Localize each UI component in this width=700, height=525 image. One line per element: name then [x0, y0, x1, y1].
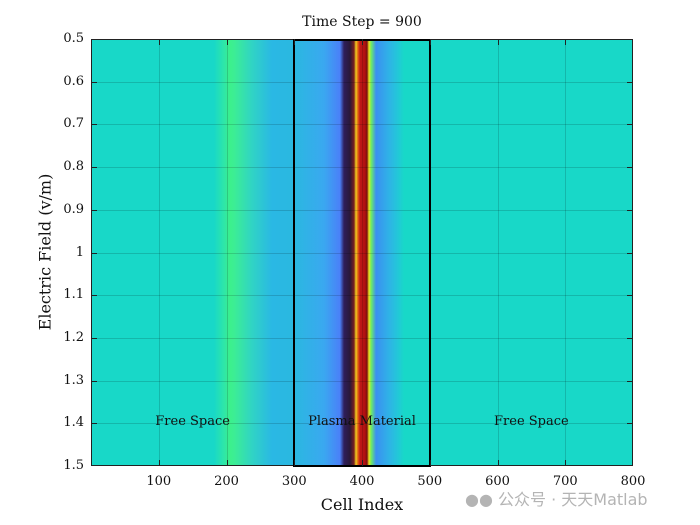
- x-tick: [497, 39, 499, 45]
- y-tick: [91, 167, 97, 169]
- x-gridline: [158, 39, 160, 466]
- y-tick: [627, 380, 633, 382]
- watermark-text: 公众号 · 天天Matlab: [498, 490, 648, 509]
- x-tick: [362, 39, 363, 45]
- x-tick-label: 800: [620, 474, 646, 489]
- y-gridline: [91, 167, 633, 169]
- y-tick: [627, 81, 633, 83]
- y-tick-label: 1.2: [63, 329, 84, 345]
- x-tick: [294, 460, 296, 466]
- y-gridline: [91, 423, 633, 425]
- y-tick-label: 0.6: [63, 73, 84, 89]
- x-tick: [565, 39, 567, 45]
- x-tick-label: 500: [417, 474, 443, 489]
- x-tick: [158, 460, 160, 466]
- y-tick-label: 1.1: [63, 287, 84, 303]
- y-tick: [91, 423, 97, 425]
- y-tick: [627, 337, 633, 339]
- region-annotation: Free Space: [155, 414, 230, 429]
- x-gridline: [497, 39, 499, 466]
- x-tick-label: 200: [214, 474, 239, 489]
- x-tick: [294, 39, 296, 45]
- y-tick: [91, 295, 97, 297]
- region-annotation: Plasma Material: [308, 414, 416, 429]
- x-tick: [226, 39, 228, 45]
- x-tick-label: 600: [485, 474, 510, 489]
- y-gridline: [91, 209, 633, 211]
- y-gridline: [91, 337, 633, 339]
- x-tick: [362, 460, 363, 466]
- y-gridline: [91, 124, 633, 126]
- y-tick-label: 1: [75, 244, 84, 260]
- y-tick-label: 0.8: [63, 159, 84, 175]
- x-gridline: [226, 39, 228, 466]
- y-tick: [91, 209, 97, 211]
- x-tick: [565, 460, 567, 466]
- watermark: ●● 公众号 · 天天Matlab: [465, 486, 648, 510]
- x-tick-label: 400: [349, 474, 375, 489]
- y-tick: [91, 337, 97, 339]
- y-tick: [91, 124, 97, 126]
- heatmap-plot-area: [91, 39, 633, 466]
- y-gridline: [91, 252, 633, 254]
- x-tick-label: 700: [552, 474, 578, 489]
- y-tick: [627, 252, 633, 254]
- region-annotation: Free Space: [494, 414, 569, 429]
- x-tick: [497, 460, 499, 466]
- x-tick: [429, 39, 431, 45]
- x-axis-label: Cell Index: [320, 495, 404, 514]
- x-tick: [226, 460, 228, 466]
- x-tick: [158, 39, 160, 45]
- y-tick: [627, 209, 633, 211]
- chart-title: Time Step = 900: [302, 14, 422, 30]
- y-tick-label: 0.9: [63, 201, 84, 217]
- y-tick-label: 1.4: [63, 415, 84, 431]
- y-gridline: [91, 295, 633, 297]
- y-tick-label: 1.3: [63, 372, 84, 388]
- y-gridline: [91, 380, 633, 382]
- y-tick: [91, 380, 97, 382]
- y-tick: [627, 423, 633, 425]
- x-gridline: [362, 39, 363, 466]
- wechat-icon: ●●: [465, 490, 493, 509]
- y-tick-label: 0.7: [63, 116, 84, 132]
- y-tick: [627, 295, 633, 297]
- x-gridline: [294, 39, 296, 466]
- x-gridline: [429, 39, 431, 466]
- x-tick-label: 300: [281, 474, 307, 489]
- y-tick-label: 0.5: [63, 31, 84, 46]
- y-axis-label: Electric Field (v/m): [35, 173, 55, 331]
- x-gridline: [565, 39, 567, 466]
- y-tick-label: 1.5: [63, 458, 84, 473]
- y-tick: [91, 81, 97, 83]
- x-tick: [429, 460, 431, 466]
- y-tick: [91, 252, 97, 254]
- y-tick: [627, 167, 633, 169]
- x-tick-label: 100: [146, 474, 172, 489]
- y-tick: [627, 124, 633, 126]
- y-gridline: [91, 81, 633, 83]
